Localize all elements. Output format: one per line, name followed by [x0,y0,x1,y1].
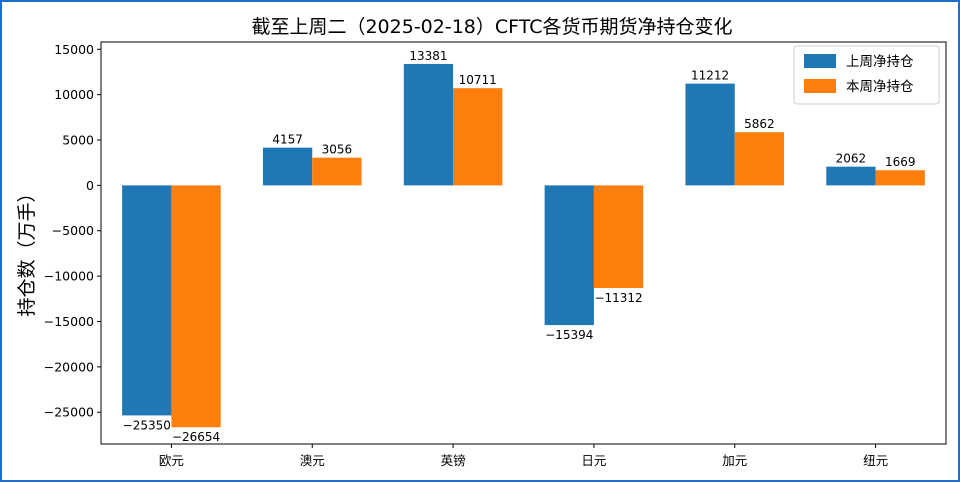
y-tick-label: 10000 [54,87,94,102]
legend: 上周净持仓 本周净持仓 [793,45,940,105]
bar-last-week-1 [262,147,313,186]
bar-last-week-0 [122,185,172,416]
legend-swatch-this-week [804,79,836,93]
x-tick-label: 日元 [581,453,606,468]
data-label-last-week-0: −25350 [123,418,171,432]
bar-this-week-0 [171,185,221,428]
bar-last-week-3 [544,185,594,326]
chart-title: 截至上周二（2025-02-18）CFTC各货币期货净持仓变化 [251,16,732,38]
data-label-last-week-1: 4157 [272,133,303,147]
data-label-last-week-3: −15394 [545,328,593,342]
bar-this-week-3 [593,185,644,289]
x-tick-label: 欧元 [159,453,184,468]
data-label-this-week-5: 1669 [885,155,916,169]
data-label-this-week-4: 5862 [744,117,775,131]
data-label-this-week-2: 10711 [459,73,497,87]
bar-last-week-5 [826,166,876,186]
data-label-this-week-0: −26654 [172,430,220,444]
y-tick-label: 5000 [62,133,94,148]
bar-this-week-5 [875,170,925,186]
y-tick-label: 15000 [54,42,94,57]
bar-this-week-4 [734,132,785,186]
data-label-last-week-2: 13381 [409,49,447,63]
legend-label-this-week: 本周净持仓 [846,79,914,95]
x-tick-label: 纽元 [863,453,888,468]
bar-this-week-1 [312,157,362,186]
bar-this-week-2 [453,88,503,186]
y-tick-label: 0 [86,178,94,193]
y-tick-label: −5000 [52,223,94,238]
y-tick-label: −25000 [44,405,94,420]
legend-label-last-week: 上周净持仓 [846,54,914,70]
y-tick-label: −10000 [44,269,94,284]
data-label-this-week-3: −11312 [594,291,642,305]
plot-area [100,41,947,445]
x-tick-label: 加元 [722,453,747,468]
bar-last-week-4 [685,83,735,186]
legend-swatch-last-week [804,54,836,68]
y-tick-label: −20000 [44,359,94,374]
y-axis-label: 持仓数（万手） [16,183,38,316]
y-tick-label: −15000 [44,314,94,329]
x-tick-label: 英镑 [441,453,466,468]
x-tick-label: 澳元 [300,453,325,468]
bar-last-week-2 [403,63,454,186]
data-label-this-week-1: 3056 [322,143,353,157]
data-label-last-week-5: 2062 [836,152,867,166]
data-label-last-week-4: 11212 [691,69,729,83]
